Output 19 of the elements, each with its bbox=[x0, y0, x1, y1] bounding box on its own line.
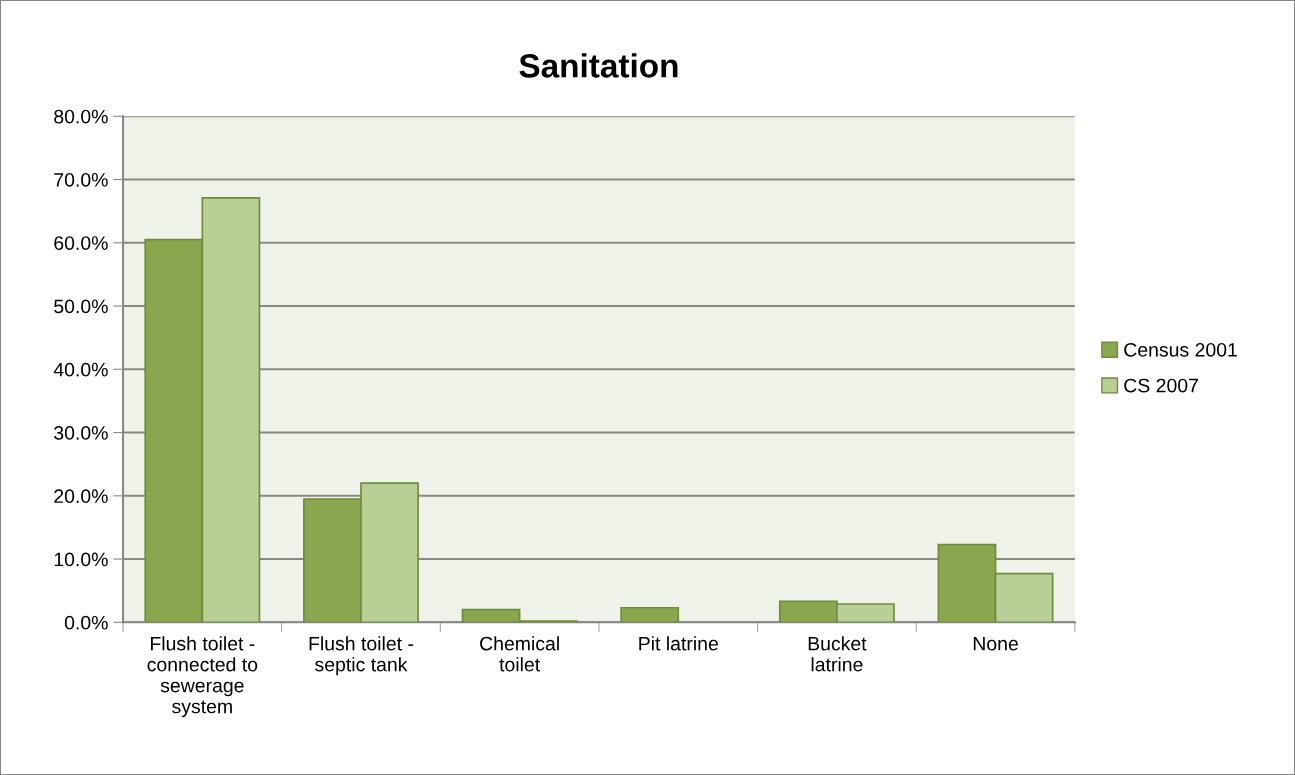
chart-title: Sanitation bbox=[519, 53, 678, 78]
bar bbox=[620, 606, 680, 623]
x-tick-label: Chemical toilet bbox=[480, 636, 559, 672]
x-tick-label: Bucket latrine bbox=[808, 636, 867, 672]
y-tick-label: 60.0% bbox=[54, 236, 108, 251]
y-tick-label: 40.0% bbox=[53, 362, 108, 377]
y-tick-label: 50.0% bbox=[54, 299, 108, 314]
y-tick-label: 0.0% bbox=[64, 615, 108, 630]
x-tick-label: Pit latrine bbox=[639, 636, 718, 651]
y-tick-label: 20.0% bbox=[54, 489, 108, 504]
y-tick-label: 80.0% bbox=[54, 109, 108, 124]
y-tick-label: 70.0% bbox=[54, 172, 108, 187]
legend-label: Census 2001 bbox=[1124, 342, 1237, 357]
y-tick-label: 10.0% bbox=[54, 552, 108, 567]
x-tick-label: None bbox=[973, 636, 1018, 651]
x-tick-label: Flush toilet - septic tank bbox=[309, 636, 414, 676]
legend-label: CS 2007 bbox=[1124, 378, 1198, 393]
x-tick-label: Flush toilet - connected to sewerage system bbox=[147, 636, 258, 718]
y-tick-label: 30.0% bbox=[54, 426, 108, 440]
